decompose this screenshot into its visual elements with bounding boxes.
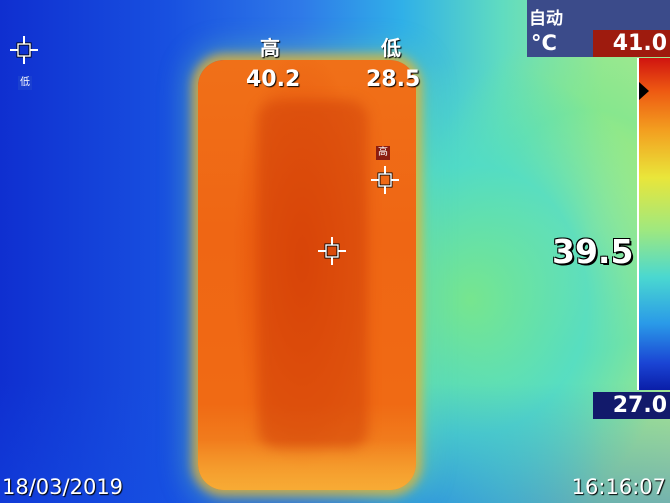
low-point-crosshair-icon: [10, 36, 38, 64]
low-value: 28.5: [366, 67, 421, 92]
capture-date: 18/03/2019: [2, 475, 124, 499]
hot-core: [258, 100, 368, 450]
color-scale-bar: [637, 58, 670, 390]
unit-label: °C: [531, 31, 557, 55]
high-point-tag: 高: [376, 146, 390, 160]
auto-mode-indicator: 自动: [527, 0, 670, 30]
high-value: 40.2: [246, 67, 301, 92]
high-label: 高: [260, 36, 280, 60]
hot-object-phone: [198, 60, 416, 490]
high-point-crosshair-icon: [371, 166, 399, 194]
unit-box: °C: [527, 30, 593, 57]
scale-max-value: 41.0: [612, 31, 667, 56]
low-label: 低: [381, 36, 401, 60]
capture-time: 16:16:07: [571, 475, 666, 499]
scale-pointer-icon: [639, 82, 649, 100]
center-spot-crosshair-icon: [318, 237, 346, 265]
scale-min-box: 27.0: [593, 392, 670, 419]
low-point-tag: 低: [18, 76, 32, 90]
scale-min-value: 27.0: [612, 393, 667, 418]
auto-mode-label: 自动: [529, 9, 563, 29]
warm-rim: [198, 440, 416, 490]
center-temperature-reading: 39.5: [552, 232, 634, 271]
scale-max-box: 41.0: [593, 30, 670, 57]
